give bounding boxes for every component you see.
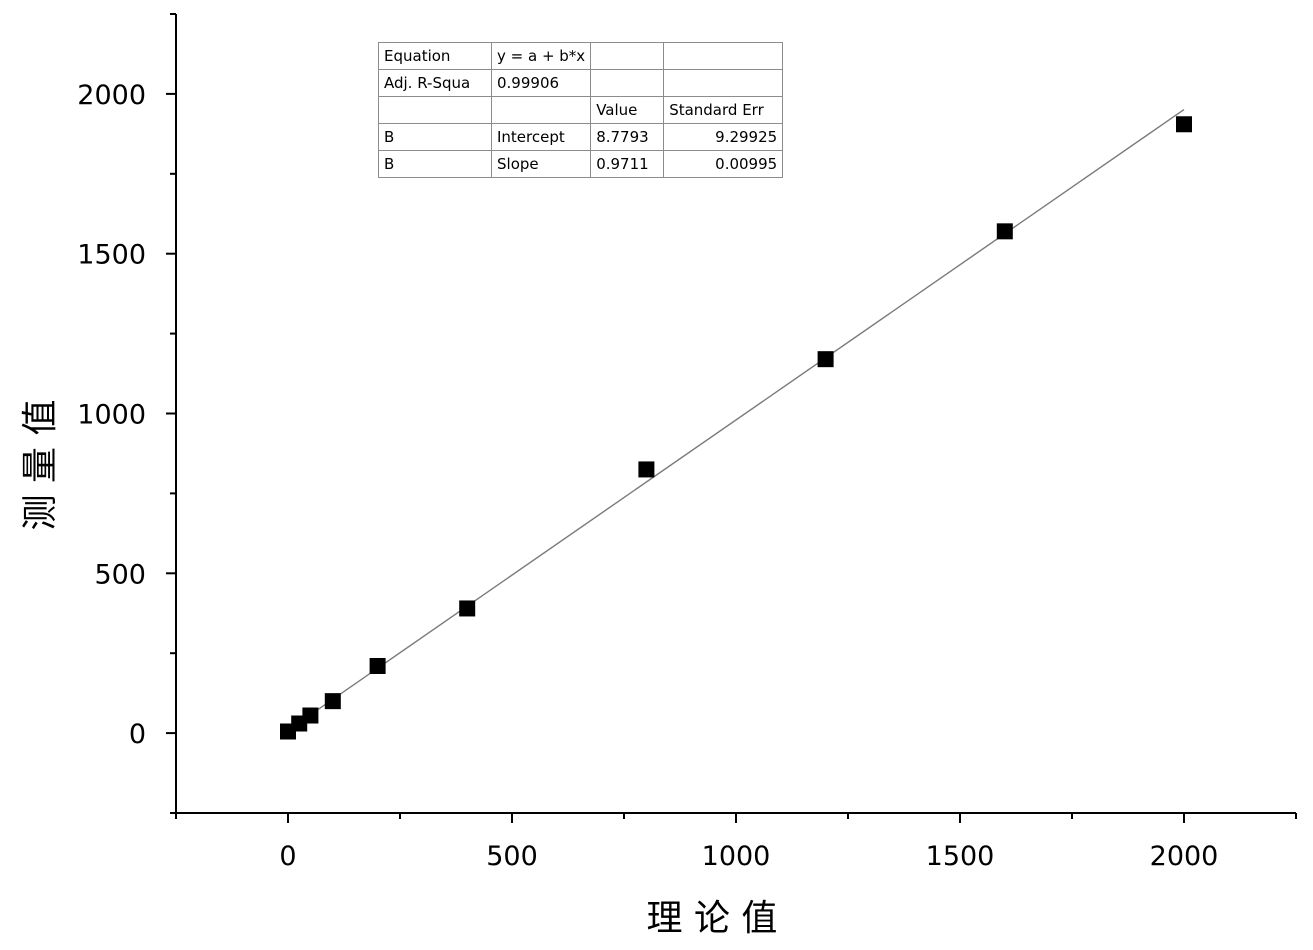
y-tick-label: 1500 (77, 240, 146, 271)
stats-cell: Intercept (490, 123, 592, 151)
fit-line (287, 108, 1185, 731)
stats-cell (590, 69, 665, 97)
y-tick-label: 1000 (77, 400, 146, 431)
x-tick-label: 500 (486, 841, 538, 872)
stats-cell (590, 42, 665, 70)
x-axis-title: 理 论 值 (647, 898, 778, 939)
data-point (638, 461, 655, 478)
stats-cell: 0.00995 (663, 150, 784, 178)
data-point (817, 351, 834, 368)
x-tick-label: 0 (279, 841, 296, 872)
y-axis-title: 测 量 值 (20, 400, 61, 531)
stats-cell (378, 96, 492, 124)
data-point (459, 600, 476, 617)
stats-cell (663, 42, 784, 70)
data-point (302, 707, 319, 724)
stats-cell: Equation (378, 42, 492, 70)
y-tick-label: 0 (129, 719, 146, 750)
stats-cell: Adj. R-Squa (378, 69, 492, 97)
stats-cell: Slope (490, 150, 592, 178)
stats-row-r-square: Adj. R-Squa 0.99906 (378, 69, 784, 97)
y-tick-label: 500 (94, 559, 146, 590)
stats-cell: 8.7793 (590, 123, 665, 151)
stats-row-header: Value Standard Err (378, 96, 784, 124)
x-tick-label: 1000 (702, 841, 771, 872)
data-point (324, 693, 341, 710)
stats-row-equation: Equation y = a + b*x (378, 42, 784, 70)
stats-cell (490, 96, 592, 124)
axis-tick-labels: 0 500 1000 1500 2000 0 500 1000 1500 2000 (77, 80, 1218, 872)
stats-cell: y = a + b*x (490, 42, 592, 70)
stats-cell: 0.9711 (590, 150, 665, 178)
stats-row-intercept: B Intercept 8.7793 9.29925 (378, 123, 784, 151)
x-tick-label: 2000 (1150, 841, 1219, 872)
axis-ticks (166, 13, 1297, 823)
data-point (369, 657, 386, 674)
stats-cell: 9.29925 (663, 123, 784, 151)
y-tick-label: 2000 (77, 80, 146, 111)
stats-cell: B (378, 150, 492, 178)
stats-cell: Standard Err (663, 96, 784, 124)
data-point (996, 223, 1013, 240)
stats-cell: B (378, 123, 492, 151)
fit-statistics-table: Equation y = a + b*x Adj. R-Squa 0.99906… (378, 42, 784, 178)
x-tick-label: 1500 (926, 841, 995, 872)
stats-row-slope: B Slope 0.9711 0.00995 (378, 150, 784, 178)
data-markers (280, 116, 1192, 740)
stats-cell (663, 69, 784, 97)
stats-cell: Value (590, 96, 665, 124)
data-point (1176, 116, 1192, 133)
stats-cell: 0.99906 (490, 69, 592, 97)
